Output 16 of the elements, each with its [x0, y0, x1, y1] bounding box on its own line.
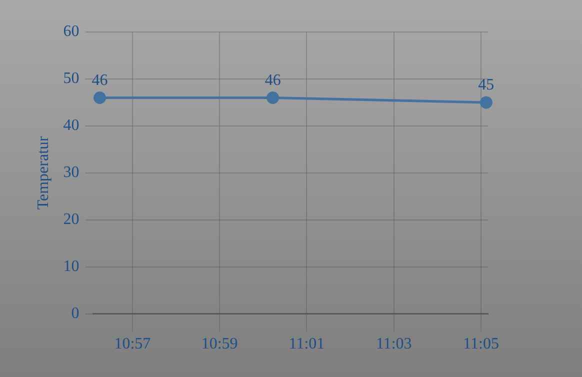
y-axis-title: Temperatur: [34, 135, 52, 210]
y-tick-label: 20: [63, 211, 80, 228]
y-tick-label: 10: [63, 258, 80, 276]
y-tick-label: 0: [71, 305, 80, 322]
data-label: 46: [92, 72, 108, 89]
x-tick-label: 11:01: [288, 336, 325, 353]
x-tick-label: 10:57: [114, 336, 151, 353]
x-tick-label: 11:03: [376, 336, 412, 353]
data-label: 45: [478, 76, 494, 94]
y-tick-label: 60: [63, 23, 80, 40]
x-tick-label: 11:05: [463, 336, 499, 353]
y-tick-label: 40: [63, 117, 80, 134]
x-tick-label: 10:59: [201, 336, 238, 353]
data-label: 46: [264, 72, 281, 89]
y-tick-label: 50: [63, 70, 80, 88]
y-tick-label: 30: [63, 164, 80, 182]
